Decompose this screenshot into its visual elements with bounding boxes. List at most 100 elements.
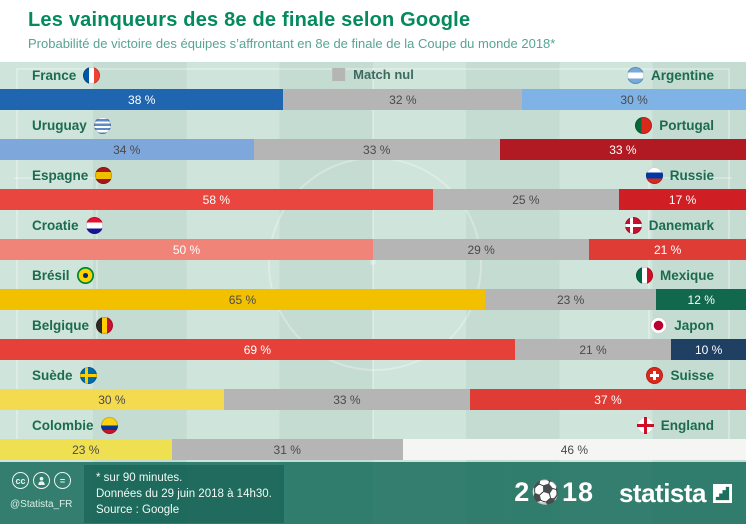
away-team-name: Mexique: [659, 268, 714, 283]
match-labels: Espagne Russie: [0, 162, 746, 189]
draw-segment: 33 %: [223, 389, 470, 410]
match-row: Colombie England 23 % 31 % 46 %: [0, 412, 746, 462]
colombie-flag-icon: [100, 417, 118, 434]
probability-bar: 69 % 21 % 10 %: [0, 339, 746, 360]
infographic-footer: cc = @Statista_FR * sur 90 minutes. Donn…: [0, 462, 746, 524]
argentine-flag-icon: [626, 67, 644, 84]
away-segment: 21 %: [589, 239, 746, 260]
russie-flag-icon: [645, 167, 663, 184]
away-team-label: Portugal: [635, 117, 714, 134]
home-team-label: Uruguay: [32, 117, 111, 134]
away-team-name: Suisse: [670, 368, 714, 383]
probability-bar: 65 % 23 % 12 %: [0, 289, 746, 310]
statista-twitter-handle: @Statista_FR: [10, 499, 73, 510]
home-team-label: Suède: [32, 367, 97, 384]
statista-logo: statista: [619, 478, 732, 509]
probability-bar: 58 % 25 % 17 %: [0, 189, 746, 210]
footnote-minutes: * sur 90 minutes.: [96, 472, 183, 484]
draw-segment: 21 %: [514, 339, 672, 360]
away-team-label: England: [636, 417, 714, 434]
away-team-name: Russie: [669, 168, 714, 183]
legend-draw: Match nul: [332, 67, 414, 82]
match-labels: Belgique Japon: [0, 312, 746, 339]
match-labels: Brésil Mexique: [0, 262, 746, 289]
source-line: Source : Google: [96, 504, 180, 516]
suisse-flag-icon: [646, 367, 664, 384]
home-team-name: Colombie: [32, 418, 94, 433]
match-labels: Suède Suisse: [0, 362, 746, 389]
match-row: Uruguay Portugal 34 % 33 % 33 %: [0, 112, 746, 162]
mexique-flag-icon: [635, 267, 653, 284]
croatie-flag-icon: [85, 217, 103, 234]
home-segment: 23 %: [0, 439, 172, 460]
home-team-name: Espagne: [32, 168, 89, 183]
home-team-name: Belgique: [32, 318, 90, 333]
home-segment: 38 %: [0, 89, 284, 110]
year-2018-mark: 2 ⚽ 18: [514, 477, 594, 508]
away-team-name: Portugal: [659, 118, 714, 133]
away-segment: 30 %: [522, 89, 746, 110]
away-segment: 12 %: [656, 289, 746, 310]
home-team-label: Espagne: [32, 167, 113, 184]
year-right: 18: [561, 477, 594, 507]
statista-stairs-icon: [713, 484, 732, 503]
probability-bar: 38 % 32 % 30 %: [0, 89, 746, 110]
cc-by-person-icon: [33, 472, 50, 489]
match-row: Croatie Danemark 50 % 29 % 21 %: [0, 212, 746, 262]
soccer-ball-icon: ⚽: [531, 479, 561, 505]
away-segment: 10 %: [671, 339, 746, 360]
match-labels: Uruguay Portugal: [0, 112, 746, 139]
match-labels: France Argentine: [0, 62, 746, 89]
away-segment: 37 %: [469, 389, 746, 410]
chart-area: Match nul France Argentine 38 % 32 % 30 % Uru…: [0, 62, 746, 462]
probability-bar: 30 % 33 % 37 %: [0, 389, 746, 410]
away-team-label: Russie: [645, 167, 714, 184]
home-team-label: France: [32, 67, 101, 84]
probability-bar: 34 % 33 % 33 %: [0, 139, 746, 160]
away-team-label: Japon: [650, 317, 714, 334]
home-segment: 50 %: [0, 239, 373, 260]
draw-segment: 29 %: [373, 239, 590, 260]
legend-label: Match nul: [353, 67, 414, 82]
england-flag-icon: [636, 417, 654, 434]
match-labels: Croatie Danemark: [0, 212, 746, 239]
draw-segment: 23 %: [484, 289, 657, 310]
suede-flag-icon: [79, 367, 97, 384]
draw-color-swatch: [332, 68, 346, 81]
home-segment: 58 %: [0, 189, 433, 210]
away-team-label: Suisse: [646, 367, 714, 384]
match-row: Espagne Russie 58 % 25 % 17 %: [0, 162, 746, 212]
footnote-date: Données du 29 juin 2018 à 14h30.: [96, 488, 272, 500]
uruguay-flag-icon: [93, 117, 111, 134]
home-team-name: Uruguay: [32, 118, 87, 133]
japon-flag-icon: [650, 317, 668, 334]
home-team-label: Croatie: [32, 217, 103, 234]
cc-icon: cc: [12, 472, 29, 489]
infographic-header: Les vainqueurs des 8e de finale selon Go…: [0, 0, 746, 62]
away-segment: 46 %: [402, 439, 746, 460]
match-row: France Argentine 38 % 32 % 30 %: [0, 62, 746, 112]
draw-segment: 25 %: [432, 189, 620, 210]
probability-bar: 23 % 31 % 46 %: [0, 439, 746, 460]
cc-nd-icon: =: [54, 472, 71, 489]
away-team-label: Mexique: [635, 267, 714, 284]
home-team-name: France: [32, 68, 77, 83]
away-team-name: Argentine: [650, 68, 714, 83]
footnotes-block: * sur 90 minutes. Données du 29 juin 201…: [84, 465, 284, 523]
away-team-name: England: [660, 418, 714, 433]
match-row: Belgique Japon 69 % 21 % 10 %: [0, 312, 746, 362]
draw-segment: 31 %: [171, 439, 403, 460]
belgique-flag-icon: [96, 317, 114, 334]
match-row: Brésil Mexique 65 % 23 % 12 %: [0, 262, 746, 312]
statista-wordmark: statista: [618, 478, 707, 508]
away-segment: 17 %: [619, 189, 746, 210]
home-team-label: Colombie: [32, 417, 118, 434]
home-segment: 65 %: [0, 289, 485, 310]
away-team-label: Argentine: [626, 67, 714, 84]
chart-rows: France Argentine 38 % 32 % 30 % Uruguay Portug…: [0, 62, 746, 462]
home-team-name: Suède: [32, 368, 73, 383]
year-left: 2: [514, 477, 531, 507]
page-title: Les vainqueurs des 8e de finale selon Go…: [28, 9, 471, 31]
france-flag-icon: [83, 67, 101, 84]
draw-segment: 33 %: [253, 139, 500, 160]
